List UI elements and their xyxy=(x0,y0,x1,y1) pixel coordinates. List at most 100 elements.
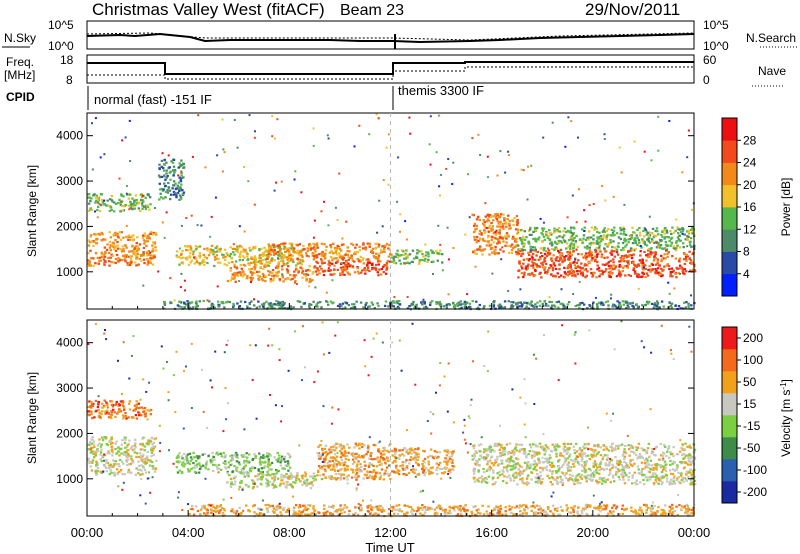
power-cell-0-231 xyxy=(88,262,91,265)
power-cell-5-155 xyxy=(359,260,362,263)
velocity-cell-6-202 xyxy=(477,469,480,472)
power-cell-11-396 xyxy=(267,302,270,305)
power-scatter-79 xyxy=(577,136,579,139)
power-cell-4-21 xyxy=(240,274,243,277)
power-cell-8-83 xyxy=(488,244,491,247)
power-cell-9-311 xyxy=(658,273,661,277)
power-cell-0-255 xyxy=(115,233,118,236)
power-cell-10-82 xyxy=(645,233,648,236)
power-cell-8-162 xyxy=(502,213,505,216)
power-cell-10-305 xyxy=(633,237,637,240)
power-cell-7-38 xyxy=(432,252,435,255)
power-cell-10-231 xyxy=(645,244,649,247)
power-cell-10-283 xyxy=(595,239,599,242)
power-cell-10-355 xyxy=(690,245,693,248)
power-cell-4-110 xyxy=(276,274,280,277)
power-scatter-205 xyxy=(178,247,181,250)
power-cell-9-463 xyxy=(659,272,663,275)
power-cell-2-104 xyxy=(160,165,163,168)
velocity-cell-0-118 xyxy=(141,444,145,447)
power-cell-8-53 xyxy=(515,253,518,256)
velocity-cell-6-228 xyxy=(608,460,611,463)
velocity-cell-0-191 xyxy=(120,460,124,463)
power-cell-10-365 xyxy=(586,247,589,250)
velocity-cell-2-8 xyxy=(192,461,195,465)
power-cell-10-378 xyxy=(634,247,637,250)
power-cell-6-72 xyxy=(378,268,381,271)
power-cell-11-48 xyxy=(319,301,322,304)
power-cell-3-190 xyxy=(250,256,253,259)
velocity-cell-1-30 xyxy=(140,406,143,409)
power-cell-10-168 xyxy=(675,247,678,250)
power-scatter-194 xyxy=(447,293,450,296)
power-cell-4-137 xyxy=(311,272,314,275)
power-cell-1-20 xyxy=(96,199,99,202)
power-cell-5-232 xyxy=(286,248,290,251)
velocity-cell-2-87 xyxy=(288,466,292,469)
velocity-cell-4-183 xyxy=(361,445,364,448)
power-cell-10-12 xyxy=(601,238,604,241)
power-scatter-144 xyxy=(477,133,480,136)
power-cell-9-77 xyxy=(674,257,678,260)
velocity-cell-3-100 xyxy=(259,472,262,475)
power-cell-0-203 xyxy=(129,261,132,264)
power-cell-5-57 xyxy=(315,243,319,246)
power-cell-5-177 xyxy=(371,251,374,254)
power-cell-11-63 xyxy=(413,305,417,308)
power-cell-10-245 xyxy=(598,231,601,234)
power-cell-10-289 xyxy=(638,241,641,244)
power-cell-11-302 xyxy=(170,301,173,304)
power-cell-9-337 xyxy=(619,265,623,268)
power-cell-5-32 xyxy=(267,247,271,250)
power-cell-3-126 xyxy=(266,263,269,266)
nsearch-tick-top: 10^5 xyxy=(703,18,729,32)
power-cell-11-476 xyxy=(320,306,323,309)
power-cell-10-206 xyxy=(581,228,584,231)
power-cell-3-26 xyxy=(251,248,254,251)
power-cell-6-69 xyxy=(379,273,383,276)
power-cell-9-436 xyxy=(532,266,535,269)
power-cell-11-262 xyxy=(687,306,690,309)
power-cell-6-73 xyxy=(333,264,336,267)
power-cell-11-76 xyxy=(267,307,270,310)
power-cell-0-77 xyxy=(102,258,106,261)
power-cell-9-90 xyxy=(566,251,569,254)
power-cell-5-95 xyxy=(381,250,385,253)
velocity-cell-0-30 xyxy=(108,464,111,467)
velocity-cell-4-199 xyxy=(361,442,364,445)
velocity-cell-2-214 xyxy=(287,463,290,466)
velocity-cell-3-151 xyxy=(265,473,268,477)
power-cell-11-331 xyxy=(554,305,557,308)
power-cell-4-1 xyxy=(267,269,270,273)
velocity-cell-5-169 xyxy=(398,454,401,457)
power-scatter-76 xyxy=(128,208,131,211)
power-cell-1-113 xyxy=(113,201,116,204)
power-scatter-62 xyxy=(129,160,132,162)
power-cell-6-26 xyxy=(362,268,366,271)
power-cell-4-41 xyxy=(274,271,278,274)
velocity-cell-4-302 xyxy=(334,458,337,461)
power-cell-7-44 xyxy=(402,253,406,256)
power-cell-10-191 xyxy=(675,241,678,244)
power-scatter-152 xyxy=(466,293,469,296)
velocity-cell-4-78 xyxy=(350,476,354,479)
velocity-cell-4-189 xyxy=(380,468,384,471)
power-cell-1-25 xyxy=(135,198,138,202)
power-cell-11-356 xyxy=(525,301,528,305)
velocity-cell-0-164 xyxy=(125,445,129,448)
power-cell-4-120 xyxy=(301,276,304,279)
power-cell-9-483 xyxy=(551,275,555,278)
power-cell-3-31 xyxy=(205,257,209,260)
power-cell-10-73 xyxy=(550,233,553,236)
velocity-cell-5-54 xyxy=(446,449,449,452)
velocity-cell-6-253 xyxy=(500,443,504,446)
power-cell-10-287 xyxy=(572,247,575,250)
power-cell-9-301 xyxy=(676,267,679,270)
velocity-cell-3-27 xyxy=(265,485,269,488)
power-cell-7-75 xyxy=(432,260,435,263)
power-cell-3-266 xyxy=(219,248,222,251)
power-scatter-68 xyxy=(103,199,106,202)
power-cell-7-15 xyxy=(430,260,433,264)
power-cell-9-384 xyxy=(677,272,680,275)
power-cell-6-5 xyxy=(380,267,384,271)
